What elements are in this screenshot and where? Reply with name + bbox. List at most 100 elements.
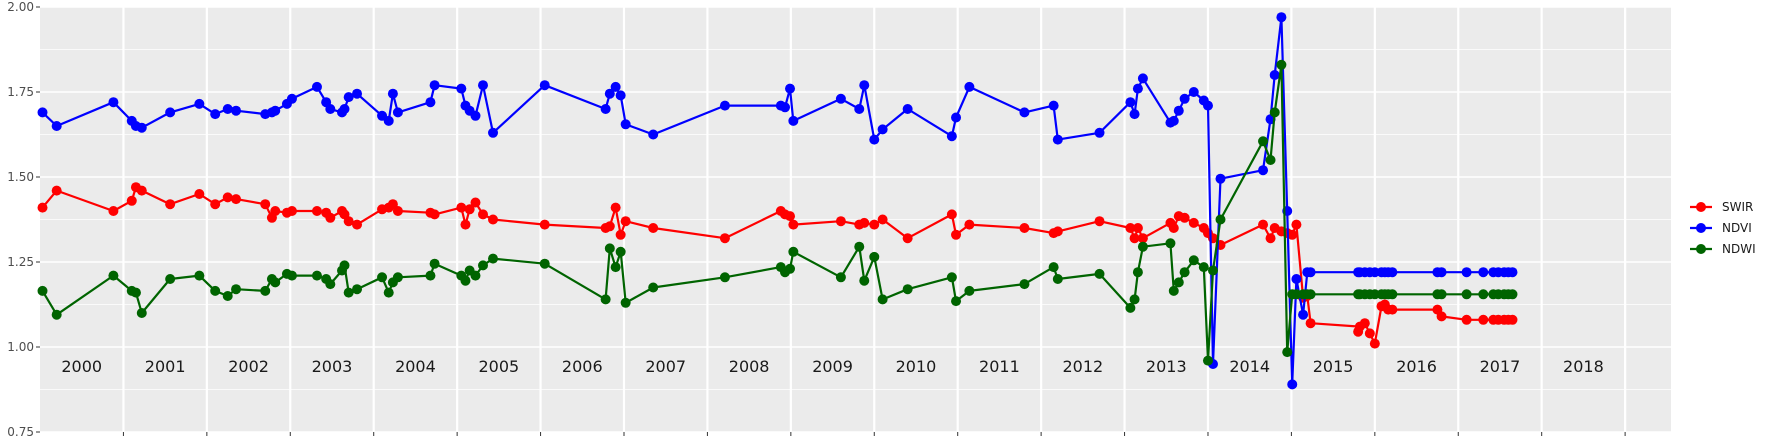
data-point-ndvi bbox=[1387, 267, 1398, 278]
data-point-swir bbox=[1125, 223, 1136, 233]
data-point-ndwi bbox=[539, 258, 550, 269]
data-point-ndvi bbox=[951, 112, 962, 123]
data-point-swir bbox=[719, 233, 730, 244]
year-label: 2014 bbox=[1229, 357, 1270, 376]
year-label: 2006 bbox=[562, 357, 603, 376]
data-point-ndvi bbox=[1019, 107, 1030, 118]
data-point-swir bbox=[951, 229, 962, 240]
data-point-swir bbox=[260, 199, 271, 210]
data-point-ndwi bbox=[1507, 289, 1518, 300]
data-point-ndwi bbox=[902, 284, 913, 295]
data-point-ndvi bbox=[1436, 267, 1447, 278]
data-point-ndvi bbox=[1188, 87, 1199, 97]
data-point-swir bbox=[456, 202, 467, 213]
year-label: 2003 bbox=[312, 357, 353, 376]
data-point-swir bbox=[1478, 314, 1489, 325]
data-point-ndwi bbox=[108, 270, 119, 281]
data-point-swir bbox=[902, 233, 913, 244]
data-point-swir bbox=[108, 206, 119, 216]
data-point-ndwi bbox=[1132, 267, 1143, 278]
data-point-ndvi bbox=[231, 105, 242, 116]
series-swir bbox=[37, 182, 1518, 349]
data-point-ndwi bbox=[600, 294, 611, 305]
data-point-ndwi bbox=[1188, 255, 1199, 266]
data-point-ndwi bbox=[136, 308, 147, 318]
data-point-swir bbox=[859, 217, 870, 228]
data-point-ndwi bbox=[429, 258, 440, 269]
data-point-ndwi bbox=[488, 253, 499, 264]
data-point-ndvi bbox=[1202, 100, 1213, 111]
y-tick-label: 1.75 bbox=[7, 85, 34, 99]
data-point-ndwi bbox=[1461, 289, 1472, 300]
data-point-swir bbox=[429, 209, 440, 220]
data-point-ndwi bbox=[1048, 262, 1059, 273]
legend: SWIR NDVI NDWI bbox=[1690, 200, 1756, 256]
data-point-ndvi bbox=[1179, 93, 1190, 104]
data-point-swir bbox=[539, 219, 550, 230]
legend-label: NDVI bbox=[1722, 221, 1752, 235]
data-point-swir bbox=[51, 185, 62, 196]
data-point-swir bbox=[286, 206, 297, 216]
data-point-ndvi bbox=[477, 80, 488, 91]
y-tick-label: 1.50 bbox=[7, 170, 34, 184]
data-point-swir bbox=[1305, 318, 1316, 329]
data-point-ndvi bbox=[1125, 97, 1136, 108]
data-point-ndwi bbox=[615, 246, 626, 257]
data-point-swir bbox=[946, 209, 957, 220]
data-point-ndwi bbox=[951, 296, 962, 307]
data-point-swir bbox=[1291, 219, 1302, 230]
data-point-ndvi bbox=[1258, 165, 1269, 176]
data-point-swir bbox=[648, 223, 659, 233]
x-axis: 2000 2001 2002 2003 2004 2005 2006 2007 2008 2009… bbox=[61, 357, 1626, 436]
data-point-swir bbox=[464, 204, 475, 215]
data-point-ndwi bbox=[222, 291, 233, 301]
year-label: 2002 bbox=[228, 357, 269, 376]
data-point-ndwi bbox=[1258, 136, 1269, 147]
data-point-swir bbox=[1461, 314, 1472, 325]
data-point-ndvi bbox=[339, 104, 350, 114]
data-point-ndvi bbox=[1269, 70, 1280, 80]
data-point-ndvi bbox=[383, 115, 394, 126]
data-point-swir bbox=[615, 229, 626, 240]
data-point-ndwi bbox=[1387, 289, 1398, 300]
data-point-swir bbox=[222, 192, 233, 203]
data-point-swir bbox=[325, 212, 336, 223]
data-point-swir bbox=[126, 195, 137, 206]
data-point-ndwi bbox=[51, 309, 62, 320]
data-point-ndvi bbox=[854, 104, 865, 114]
data-point-ndwi bbox=[869, 251, 880, 262]
data-point-swir bbox=[1359, 318, 1370, 329]
data-point-ndvi bbox=[877, 124, 888, 135]
data-point-ndwi bbox=[1094, 268, 1105, 279]
year-label: 2010 bbox=[896, 357, 937, 376]
data-point-ndwi bbox=[325, 279, 336, 290]
data-point-swir bbox=[1019, 223, 1030, 233]
data-point-ndwi bbox=[1276, 59, 1287, 70]
data-point-ndwi bbox=[1137, 241, 1148, 252]
y-tick-label: 0.75 bbox=[7, 425, 34, 439]
data-point-swir bbox=[488, 214, 499, 225]
data-point-ndwi bbox=[788, 246, 799, 257]
data-point-ndwi bbox=[604, 243, 615, 254]
data-point-swir bbox=[231, 194, 242, 205]
data-point-ndwi bbox=[470, 270, 481, 281]
data-point-swir bbox=[1132, 223, 1143, 233]
data-point-ndwi bbox=[1282, 347, 1293, 358]
data-point-ndwi bbox=[835, 272, 846, 283]
data-point-ndwi bbox=[165, 274, 176, 284]
data-point-ndvi bbox=[1305, 267, 1316, 278]
data-point-ndvi bbox=[1094, 127, 1105, 138]
data-point-ndvi bbox=[1052, 134, 1063, 145]
data-point-ndvi bbox=[869, 134, 880, 145]
data-point-swir bbox=[194, 189, 205, 199]
year-label: 2015 bbox=[1313, 357, 1354, 376]
data-point-swir bbox=[1129, 233, 1140, 244]
data-point-ndvi bbox=[1461, 267, 1472, 278]
data-point-ndvi bbox=[1215, 173, 1226, 184]
data-point-ndwi bbox=[1125, 302, 1136, 313]
data-point-swir bbox=[470, 197, 481, 208]
data-point-swir bbox=[1364, 328, 1375, 339]
data-point-swir bbox=[604, 221, 615, 232]
data-point-ndwi bbox=[477, 260, 488, 271]
data-point-ndwi bbox=[610, 262, 621, 273]
